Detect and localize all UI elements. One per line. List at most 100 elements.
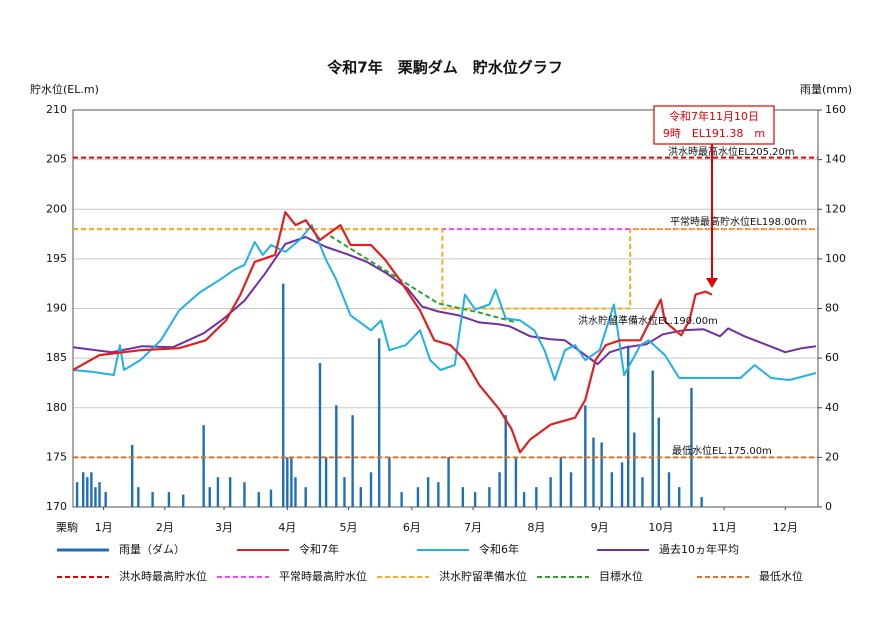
legend-label: 最低水位 [759, 569, 803, 583]
legend-label: 雨量（ダム） [119, 542, 185, 556]
rain-bar [137, 487, 140, 507]
y2-tick-label: 20 [825, 450, 839, 463]
legend-label: 過去10ヵ年平均 [659, 542, 739, 556]
line-series [72, 236, 817, 366]
rain-bar [335, 405, 338, 507]
x-tick-label: 2月 [156, 521, 174, 534]
rain-bar [426, 477, 430, 507]
rain-bar [151, 492, 154, 507]
rain-bar [626, 345, 630, 507]
y2-tick-label: 140 [825, 153, 846, 166]
x-tick-label: 11月 [712, 521, 737, 534]
rain-bar [400, 492, 403, 507]
y2-axis-title: 雨量(mm) [800, 83, 852, 96]
rain-bar [104, 492, 107, 507]
x-tick-label: 4月 [278, 521, 296, 534]
x-tick-label: 6月 [403, 521, 421, 534]
callout-text: 令和7年11月10日 [669, 109, 759, 123]
callout-arrowhead [706, 278, 718, 288]
rain-bar [559, 457, 563, 507]
legend-label: 令和6年 [479, 542, 519, 556]
rain-bar [90, 472, 93, 507]
rain-bar [514, 457, 518, 507]
rain-bar [130, 444, 134, 507]
y-tick-label: 180 [46, 401, 67, 414]
rain-bar [416, 487, 420, 507]
y2-tick-label: 40 [825, 401, 839, 414]
rain-bar [324, 457, 328, 507]
y-tick-label: 170 [46, 500, 67, 513]
rain-bar [678, 487, 681, 507]
line-series [73, 228, 818, 310]
rain-bar [633, 432, 636, 507]
rain-bar [294, 477, 297, 507]
rain-bar [318, 363, 322, 507]
x-tick-label: 3月 [215, 521, 233, 534]
x-tick-label: 7月 [464, 521, 482, 534]
rain-bar [98, 482, 101, 507]
callout-text: 9時 EL191.38 m [663, 127, 765, 140]
x-axis-title: 栗駒 [56, 521, 78, 534]
rain-bar [304, 487, 307, 507]
rain-bar [549, 477, 552, 507]
rain-bar [257, 492, 260, 507]
x-tick-label: 1月 [95, 521, 113, 534]
rain-bar [75, 482, 79, 507]
rain-bar [620, 462, 624, 507]
rain-bar [700, 497, 703, 507]
rain-bar [522, 492, 526, 507]
rain-bar [657, 417, 660, 507]
rain-bar [351, 415, 354, 507]
legend-label: 令和7年 [299, 542, 339, 556]
rain-bar [498, 472, 501, 507]
rain-bar [600, 442, 603, 507]
y2-tick-label: 60 [825, 351, 839, 364]
y-axis-title: 貯水位(EL.m) [30, 82, 99, 96]
y-tick-label: 195 [46, 252, 67, 265]
x-tick-label: 8月 [527, 521, 545, 534]
rain-bar [243, 482, 246, 507]
chart-title: 令和7年 栗駒ダム 貯水位グラフ [327, 59, 562, 77]
rain-bar [535, 487, 538, 507]
rain-bar [447, 457, 450, 507]
rain-bar [592, 437, 595, 507]
legend-label: 洪水時最高貯水位 [119, 569, 207, 583]
rain-bar [228, 477, 232, 507]
rain-bar [202, 425, 205, 507]
y2-tick-label: 100 [825, 252, 846, 265]
rain-bar [216, 477, 220, 507]
rain-bar [359, 487, 362, 507]
rain-bar [473, 492, 477, 507]
rain-bar [94, 487, 97, 507]
annotation: 最低水位EL.175.00m [672, 444, 772, 457]
y2-tick-label: 120 [825, 202, 846, 215]
y-tick-label: 210 [46, 103, 67, 116]
y-tick-label: 185 [46, 351, 67, 364]
line-series [329, 235, 517, 324]
rain-bar [343, 477, 346, 507]
rain-bar [208, 487, 211, 507]
rain-bar [269, 489, 273, 507]
rain-bar [282, 283, 285, 507]
rain-bar [82, 472, 85, 507]
y-tick-label: 205 [46, 153, 67, 166]
plot-area: 170 175 180 185 190 195 200 205 210 0 20 40 60 80 100 1… [46, 103, 846, 534]
rain-bar [504, 415, 507, 507]
y-tick-label: 190 [46, 302, 67, 315]
annotation: 洪水時最高水位EL205.20m [668, 145, 795, 158]
rain-bar [641, 477, 644, 507]
rain-bar [488, 487, 491, 507]
rain-bar [437, 482, 440, 507]
x-tick-label: 5月 [340, 521, 358, 534]
y2-tick-label: 0 [825, 500, 832, 513]
annotation: 洪水貯留準備水位EL.190.00m [578, 314, 718, 327]
rain-bar [610, 472, 614, 507]
callout-box [653, 105, 775, 145]
x-tick-label: 9月 [591, 521, 609, 534]
rain-bar [569, 472, 573, 507]
rain-bar [461, 487, 465, 507]
rain-bar [690, 387, 693, 507]
